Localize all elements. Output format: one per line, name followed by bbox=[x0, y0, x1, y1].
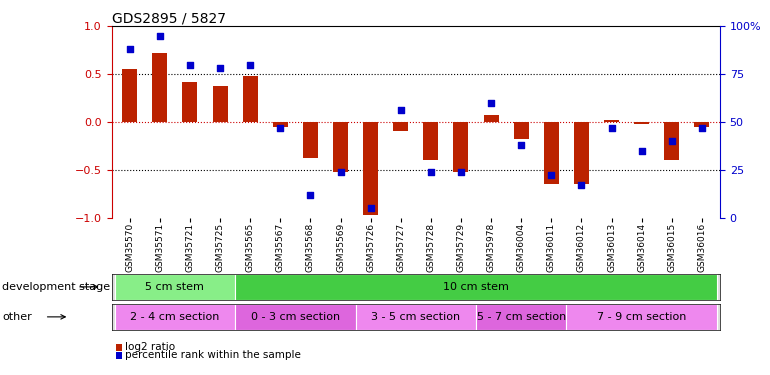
Point bbox=[545, 172, 557, 178]
Bar bbox=[182, 82, 197, 122]
Bar bbox=[235, 274, 717, 300]
Point bbox=[485, 100, 497, 106]
Text: 2 - 4 cm section: 2 - 4 cm section bbox=[130, 312, 219, 322]
Point bbox=[123, 46, 136, 52]
Text: development stage: development stage bbox=[2, 282, 110, 292]
Bar bbox=[514, 122, 529, 139]
Text: GDS2895 / 5827: GDS2895 / 5827 bbox=[112, 11, 226, 25]
Bar bbox=[115, 274, 235, 300]
Text: 5 - 7 cm section: 5 - 7 cm section bbox=[477, 312, 566, 322]
Bar bbox=[152, 53, 167, 122]
Text: 10 cm stem: 10 cm stem bbox=[443, 282, 509, 292]
Bar bbox=[476, 304, 567, 330]
Point bbox=[334, 169, 346, 175]
Point bbox=[154, 33, 166, 39]
Bar bbox=[356, 304, 476, 330]
Bar bbox=[363, 122, 378, 214]
Bar bbox=[115, 304, 235, 330]
Bar bbox=[333, 122, 348, 172]
Point bbox=[364, 205, 377, 211]
Point bbox=[184, 62, 196, 68]
Text: 5 cm stem: 5 cm stem bbox=[146, 282, 204, 292]
Bar bbox=[574, 122, 589, 184]
Point bbox=[605, 124, 618, 130]
Bar bbox=[454, 122, 468, 172]
Bar bbox=[303, 122, 318, 158]
Bar bbox=[424, 122, 438, 160]
Point bbox=[635, 147, 648, 154]
Point bbox=[575, 182, 588, 188]
Bar bbox=[122, 69, 137, 122]
Bar bbox=[393, 122, 408, 132]
Bar bbox=[243, 76, 258, 122]
Bar bbox=[484, 115, 499, 122]
Point bbox=[214, 65, 226, 71]
Text: other: other bbox=[2, 312, 32, 322]
Bar bbox=[235, 304, 356, 330]
Bar bbox=[544, 122, 559, 184]
Bar bbox=[567, 304, 717, 330]
Point bbox=[425, 169, 437, 175]
Point bbox=[515, 142, 527, 148]
Point bbox=[304, 192, 316, 198]
Point bbox=[455, 169, 467, 175]
Bar bbox=[273, 122, 288, 127]
Point bbox=[696, 124, 708, 130]
Text: log2 ratio: log2 ratio bbox=[125, 342, 175, 352]
Bar bbox=[695, 122, 709, 127]
Bar bbox=[634, 122, 649, 124]
Point bbox=[244, 62, 256, 68]
Text: percentile rank within the sample: percentile rank within the sample bbox=[125, 351, 300, 360]
Text: 3 - 5 cm section: 3 - 5 cm section bbox=[371, 312, 460, 322]
Text: 0 - 3 cm section: 0 - 3 cm section bbox=[251, 312, 340, 322]
Point bbox=[274, 124, 286, 130]
Bar bbox=[604, 120, 619, 122]
Bar bbox=[213, 86, 228, 122]
Point bbox=[394, 107, 407, 113]
Point bbox=[665, 138, 678, 144]
Bar bbox=[665, 122, 679, 160]
Text: 7 - 9 cm section: 7 - 9 cm section bbox=[597, 312, 686, 322]
